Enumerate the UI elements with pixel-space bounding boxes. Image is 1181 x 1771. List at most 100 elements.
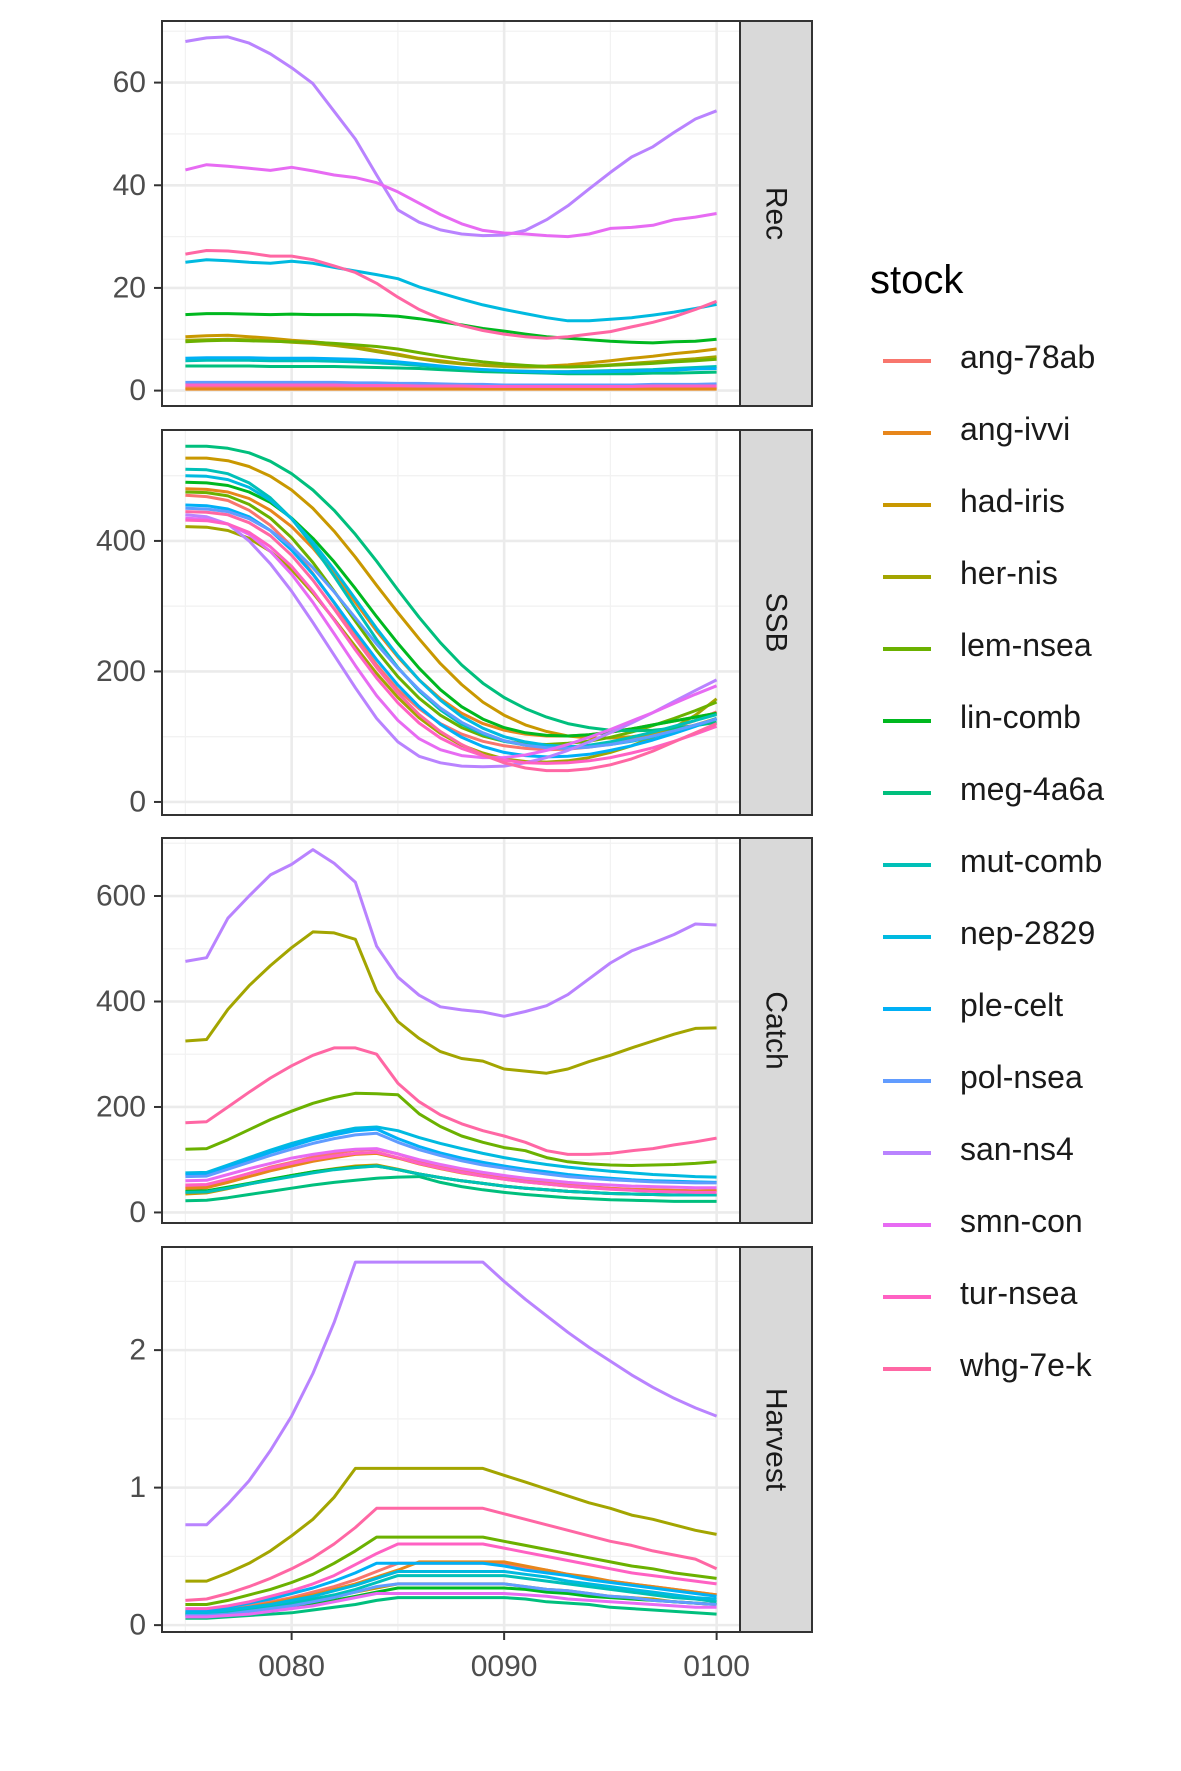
panel-background	[162, 21, 740, 406]
legend-items: ang-78ab ang-ivvi had-iris her-nis lem-nsea l…	[870, 325, 1104, 1405]
legend-swatch	[883, 1295, 931, 1299]
series-line-mut-comb	[185, 1574, 717, 1616]
series-line-tur-nsea	[185, 518, 718, 765]
series-line-lem-nsea	[185, 338, 717, 369]
series-line-smn-con	[185, 163, 717, 239]
y-tick-label: 400	[96, 524, 146, 557]
legend-item-whg-7e-k: whg-7e-k	[870, 1333, 1092, 1405]
y-tick-label: 0	[129, 1609, 146, 1642]
series-line-san-ns4	[185, 1260, 718, 1527]
series-line-meg-4a6a	[185, 1596, 717, 1620]
legend-swatch	[883, 1007, 931, 1011]
series-line-san-ns4	[185, 35, 718, 238]
legend-item-meg-4a6a: meg-4a6a	[870, 757, 1104, 829]
legend-swatch	[883, 1223, 931, 1227]
legend-label: lem-nsea	[960, 627, 1092, 663]
legend-label: mut-comb	[960, 843, 1103, 879]
y-tick-label: 20	[113, 271, 146, 304]
legend-swatch	[883, 1079, 931, 1083]
legend-swatch	[883, 791, 931, 795]
legend-item-her-nis: her-nis	[870, 541, 1058, 613]
y-tick-label: 400	[96, 985, 146, 1018]
y-tick-label: 60	[113, 66, 146, 99]
series-line-smn-con	[185, 1147, 717, 1190]
series-line-tur-nsea	[185, 383, 717, 388]
series-line-meg-4a6a	[185, 444, 717, 733]
panel-harvest: Harvest 0 1 2 0080 0090 0100	[129, 1246, 813, 1683]
series-line-whg-7e-k	[185, 1506, 718, 1602]
x-tick-label: 0100	[683, 1650, 750, 1683]
legend-label: had-iris	[960, 483, 1065, 519]
panel-rec: Rec 0 20 40 60	[113, 20, 813, 407]
legend-swatch	[883, 719, 931, 723]
legend-item-nep-2829: nep-2829	[870, 901, 1095, 973]
legend-label: lin-comb	[960, 699, 1081, 735]
series-line-lem-nsea	[185, 1535, 717, 1606]
legend-item-pol-nsea: pol-nsea	[870, 1045, 1083, 1117]
legend-label: tur-nsea	[960, 1275, 1078, 1311]
y-tick-label: 0	[129, 1196, 146, 1229]
legend-item-ang-78ab: ang-78ab	[870, 325, 1095, 397]
series-line-smn-con	[185, 1592, 717, 1619]
strip-label: Rec	[760, 187, 793, 240]
series-line-whg-7e-k	[185, 1046, 717, 1156]
legend-item-ple-celt: ple-celt	[870, 973, 1063, 1045]
series-line-mut-comb	[185, 467, 718, 749]
series-line-whg-7e-k	[185, 510, 718, 773]
legend-swatch	[883, 1367, 931, 1371]
y-tick-label: 1	[129, 1471, 146, 1504]
legend-label: san-ns4	[960, 1131, 1074, 1167]
legend-item-san-ns4: san-ns4	[870, 1117, 1074, 1189]
series-line-nep-2829	[185, 1570, 717, 1615]
y-tick-label: 40	[113, 169, 146, 202]
series-line-pol-nsea	[185, 1582, 717, 1617]
series-line-lem-nsea	[185, 1091, 717, 1167]
y-tick-label: 200	[96, 1090, 146, 1123]
legend-label: ang-78ab	[960, 339, 1096, 375]
x-tick-label: 0090	[471, 1650, 538, 1683]
legend-swatch	[883, 359, 931, 363]
legend-swatch	[883, 431, 931, 435]
series-line-her-nis	[185, 930, 717, 1075]
legend-item-had-iris: had-iris	[870, 469, 1065, 541]
series-line-nep-2829	[185, 258, 717, 323]
legend-label: ang-ivvi	[960, 411, 1071, 447]
legend-item-ang-ivvi: ang-ivvi	[870, 397, 1070, 469]
y-tick-label: 0	[129, 785, 146, 818]
series-line-her-nis	[185, 1466, 717, 1583]
legend-swatch	[883, 863, 931, 867]
legend-item-mut-comb: mut-comb	[870, 829, 1102, 901]
y-tick-label: 600	[96, 880, 146, 913]
series-line-mut-comb	[185, 1164, 717, 1197]
y-tick-label: 0	[129, 374, 146, 407]
series-line-smn-con	[185, 516, 718, 760]
series-line-pol-nsea	[185, 1131, 717, 1185]
strip-background	[739, 1246, 813, 1633]
legend-item-lem-nsea: lem-nsea	[870, 613, 1092, 685]
panel-ssb: SSB 0 200 400	[96, 429, 813, 818]
legend: stock ang-78ab ang-ivvi had-iris her-nis lem…	[870, 258, 1104, 1405]
legend-swatch	[883, 935, 931, 939]
legend-swatch	[883, 647, 931, 651]
legend-label: whg-7e-k	[960, 1347, 1092, 1383]
legend-swatch	[883, 1151, 931, 1155]
series-line-san-ns4	[185, 513, 718, 769]
strip-label: Catch	[760, 991, 793, 1069]
series-line-meg-4a6a	[185, 364, 717, 376]
panel-catch: Catch 0 200 400 600	[96, 837, 813, 1229]
strip-background	[739, 429, 813, 816]
legend-title: stock	[870, 258, 964, 302]
strip-background	[739, 837, 813, 1224]
series-line-ple-celt	[185, 1561, 717, 1612]
legend-item-lin-comb: lin-comb	[870, 685, 1081, 757]
series-line-lem-nsea	[185, 490, 718, 746]
strip-label: Harvest	[760, 1388, 793, 1492]
series-line-tur-nsea	[185, 1542, 717, 1611]
series-line-nep-2829	[185, 1125, 717, 1179]
x-tick-label: 0080	[258, 1650, 325, 1683]
series-line-ple-celt	[185, 356, 717, 374]
legend-swatch	[883, 503, 931, 507]
legend-label: nep-2829	[960, 915, 1096, 951]
legend-label: meg-4a6a	[960, 771, 1105, 807]
